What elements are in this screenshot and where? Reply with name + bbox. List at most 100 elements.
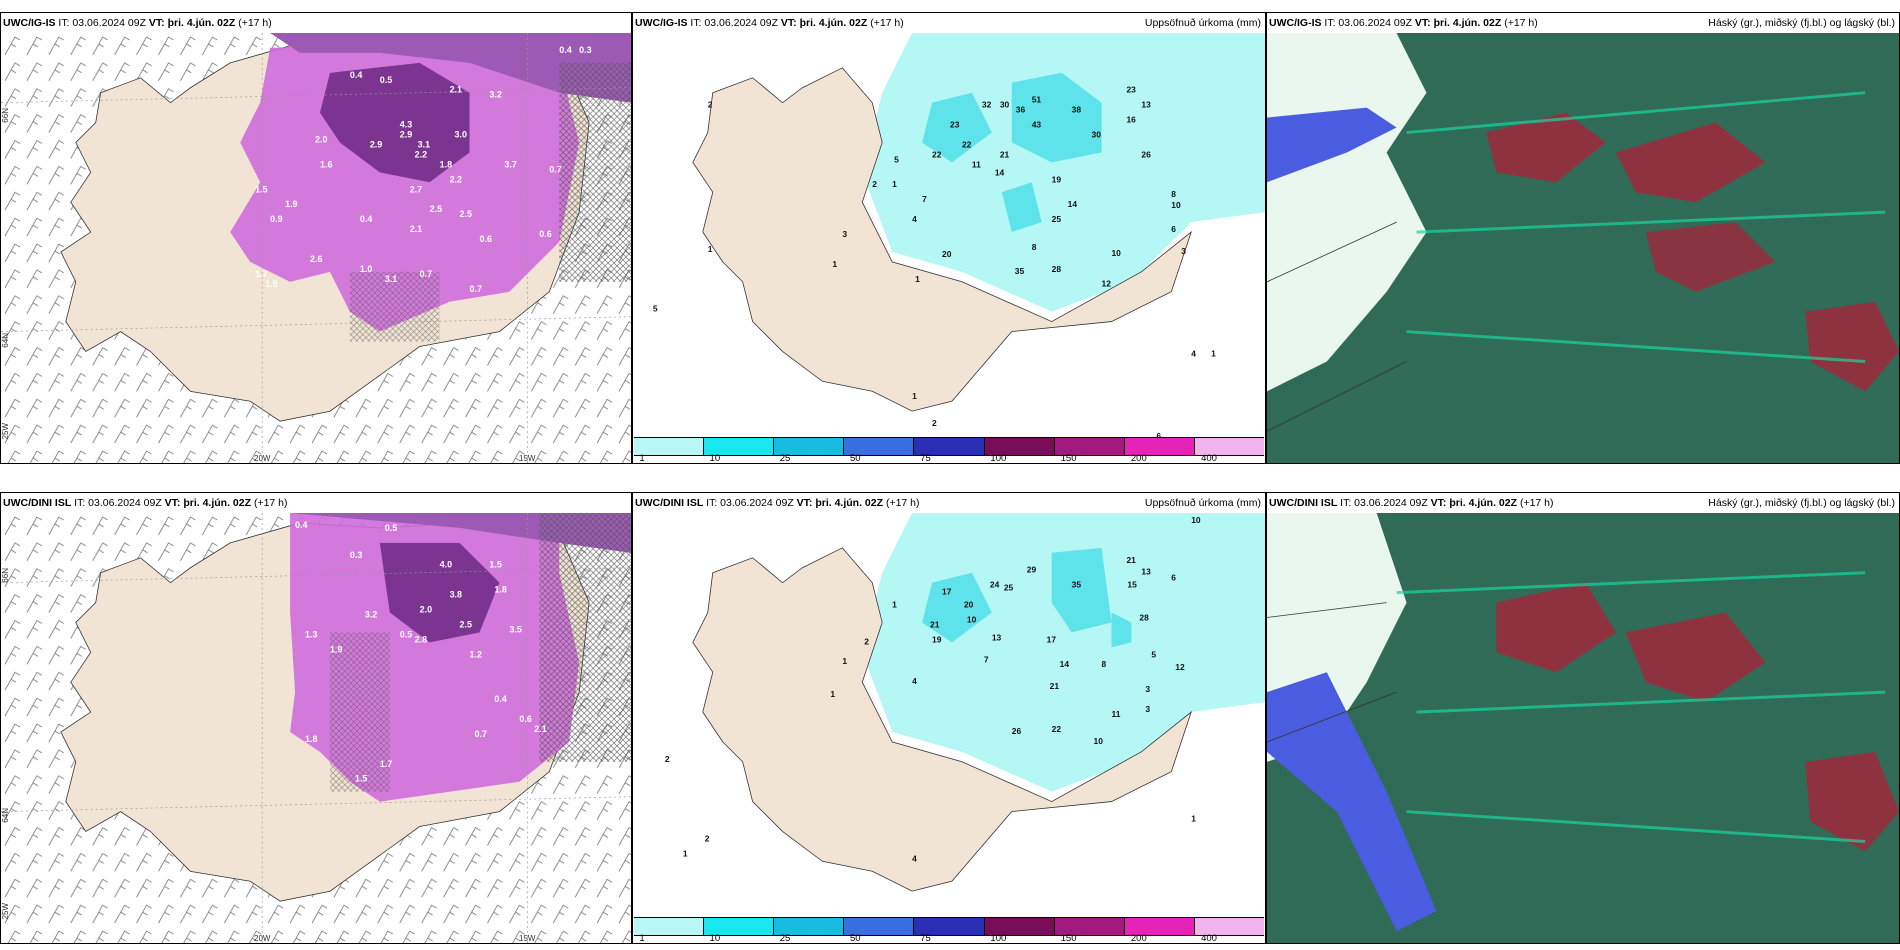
precip-value: 2.8 bbox=[415, 634, 427, 644]
field-title: Háský (gr.), miðský (fj.bl.) og lágský (… bbox=[1708, 17, 1895, 29]
colorbar-seg bbox=[704, 438, 775, 455]
precip-values: 0.4 0.5 0.3 4.0 3.8 1.5 1.8 2.8 3.2 2.0 … bbox=[295, 520, 547, 784]
map-area: 10 21 29 35 24 25 13 15 17 20 10 28 21 1… bbox=[633, 513, 1265, 917]
precip-value: 6 bbox=[1171, 573, 1176, 583]
precip-value: 8 bbox=[1171, 189, 1176, 199]
precip-value: 22 bbox=[932, 149, 942, 159]
colorbar: 1 10 25 50 75 100 150 200 400 bbox=[633, 917, 1265, 943]
map-area: 0.4 0.5 0.3 4.0 3.8 1.5 1.8 2.8 3.2 2.0 … bbox=[1, 513, 631, 943]
colorbar-seg bbox=[1194, 438, 1264, 455]
precip-value: 1 bbox=[892, 600, 897, 610]
precip-value: 24 bbox=[990, 580, 1000, 590]
map-area: 0.4 0.3 0.4 0.5 2.1 3.2 4.3 2.9 3.0 3.1 … bbox=[1, 33, 631, 463]
lon-label-25: 25W bbox=[1, 903, 10, 920]
precip-value: 2.9 bbox=[370, 139, 382, 149]
precip-purple-top bbox=[270, 33, 631, 103]
precip-value: 38 bbox=[1072, 105, 1082, 115]
precip-value: 2 bbox=[872, 179, 877, 189]
precip-value: 8 bbox=[1032, 242, 1037, 252]
map-svg: 32 30 36 51 43 38 30 23 13 16 23 22 26 2… bbox=[653, 33, 1265, 437]
hatched-area-inner bbox=[329, 632, 390, 792]
cloud-mid-cell bbox=[1486, 112, 1606, 183]
panel-bottom-mid-accum-precip: UWC/DINI ISL IT: 03.06.2024 09Z VT: þri.… bbox=[632, 492, 1266, 944]
valid-time-label: VT: bbox=[148, 17, 165, 29]
colorbar-tick: 75 bbox=[920, 453, 931, 464]
precip-value: 14 bbox=[995, 167, 1005, 177]
model-name: UWC/DINI ISL bbox=[3, 497, 72, 509]
panel-header: UWC/DINI ISL IT: 03.06.2024 09Z VT: þri.… bbox=[1, 493, 631, 513]
precip-value: 20 bbox=[964, 600, 974, 610]
precip-value: 19 bbox=[1052, 174, 1062, 184]
precip-value: 4 bbox=[912, 676, 917, 686]
precip-value: 1.8 bbox=[440, 159, 452, 169]
model-name: UWC/IG-IS bbox=[635, 17, 688, 29]
precip-value: 30 bbox=[1000, 100, 1010, 110]
map-svg: 0.4 0.3 0.4 0.5 2.1 3.2 4.3 2.9 3.0 3.1 … bbox=[1, 33, 631, 463]
lon-label-15: 15W bbox=[519, 454, 536, 463]
colorbar-seg bbox=[634, 918, 705, 935]
precip-value: 2.5 bbox=[430, 204, 442, 214]
valid-time: þri. 4.jún. 02Z bbox=[1433, 17, 1502, 29]
colorbar-tick: 50 bbox=[849, 933, 861, 944]
precip-value: 1.6 bbox=[320, 159, 332, 169]
precip-value: 0.4 bbox=[295, 520, 307, 530]
field-title: Uppsöfnuð úrkoma (mm) bbox=[1144, 497, 1261, 509]
colorbar-seg bbox=[914, 918, 985, 935]
precip-value: 3.1 bbox=[418, 139, 430, 149]
iceland-land bbox=[692, 547, 1193, 892]
precip-value: 1 bbox=[683, 848, 688, 858]
precip-value: 1.5 bbox=[489, 560, 501, 570]
precip-value: 3 bbox=[1181, 246, 1186, 256]
graticule bbox=[1, 33, 631, 463]
precip-value: 3.8 bbox=[450, 590, 462, 600]
lead-time: (+17 h) bbox=[1504, 17, 1538, 29]
precip-value: 5 bbox=[1151, 649, 1156, 659]
precip-value: 1 bbox=[1211, 348, 1216, 358]
colorbar-seg bbox=[1124, 918, 1195, 935]
precip-value: 35 bbox=[1072, 580, 1082, 590]
colorbar-tick: 200 bbox=[1130, 453, 1147, 464]
cloud-mid-cell bbox=[1615, 122, 1766, 203]
precip-value: 12 bbox=[1102, 279, 1112, 289]
panel-header: UWC/IG-IS IT: 03.06.2024 09Z VT: þri. 4.… bbox=[633, 13, 1265, 33]
colorbar-tick: 10 bbox=[709, 453, 721, 464]
precip-value: 10 bbox=[967, 614, 977, 624]
colorbar-seg bbox=[774, 438, 845, 455]
colorbar-seg bbox=[844, 918, 915, 935]
precip-value: 14 bbox=[1068, 199, 1078, 209]
precip-value: 6 bbox=[1156, 431, 1161, 437]
precip-value: 1.8 bbox=[494, 585, 506, 595]
colorbar-seg bbox=[914, 438, 985, 455]
precip-value: 2 bbox=[708, 100, 713, 110]
panel-top-mid-accum-precip: UWC/IG-IS IT: 03.06.2024 09Z VT: þri. 4.… bbox=[632, 12, 1266, 464]
precip-value: 19 bbox=[932, 634, 942, 644]
precip-value: 0.4 bbox=[350, 70, 362, 80]
precip-value: 7 bbox=[984, 654, 989, 664]
precip-value: 0.5 bbox=[380, 75, 392, 85]
precip-value: 2.0 bbox=[420, 605, 432, 615]
colorbar-seg bbox=[1054, 918, 1125, 935]
precip-value: 1.9 bbox=[330, 644, 342, 654]
cloud-mid-cell bbox=[1645, 222, 1776, 292]
hatched-area bbox=[539, 513, 631, 762]
valid-time: þri. 4.jún. 02Z bbox=[815, 497, 884, 509]
precip-value: 2 bbox=[864, 636, 869, 646]
lead-time: (+17 h) bbox=[885, 497, 920, 509]
colorbar-strip bbox=[634, 917, 1264, 936]
precip-value: 2.2 bbox=[415, 149, 427, 159]
precip-value: 3 bbox=[1145, 684, 1150, 694]
precip-value: 3.7 bbox=[504, 159, 516, 169]
precip-value: 17 bbox=[942, 587, 952, 597]
panel-bottom-left-wind-precip: UWC/DINI ISL IT: 03.06.2024 09Z VT: þri.… bbox=[0, 492, 632, 944]
cloud-low-band bbox=[1267, 672, 1437, 932]
lat-label-66: 66N bbox=[1, 108, 10, 123]
cloud-contour bbox=[1406, 91, 1886, 363]
panel-header: UWC/IG-IS IT: 03.06.2024 09Z VT: þri. 4.… bbox=[1267, 13, 1899, 33]
init-time: IT: 03.06.2024 09Z bbox=[690, 17, 778, 29]
precip-value: 4 bbox=[912, 214, 917, 224]
colorbar: 1 10 25 50 75 100 150 200 400 bbox=[633, 437, 1265, 463]
precip-purple-area bbox=[230, 42, 580, 332]
precip-value: 28 bbox=[1052, 264, 1062, 274]
model-name: UWC/DINI ISL bbox=[1269, 497, 1338, 509]
map-svg: 10 21 29 35 24 25 13 15 17 20 10 28 21 1… bbox=[665, 513, 1265, 892]
